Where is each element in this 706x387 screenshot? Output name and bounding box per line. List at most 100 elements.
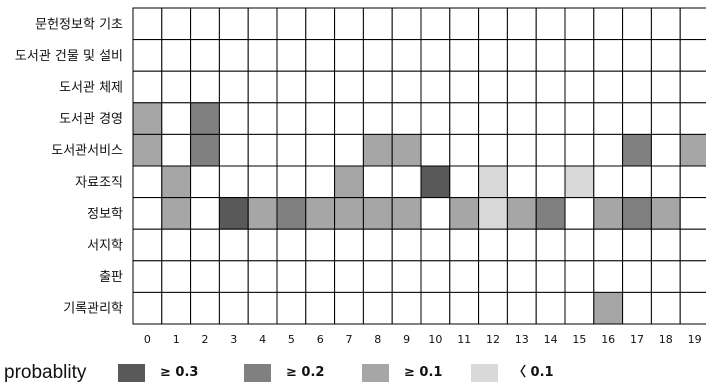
heatmap-cell [391,7,422,41]
heatmap-cell [478,260,508,293]
heatmap-cell [218,197,249,230]
heatmap-cell [478,165,508,199]
heatmap-cell [622,197,652,230]
column-label: 10 [428,333,442,345]
column-label: 16 [601,333,615,345]
heatmap-cell [622,228,652,262]
heatmap-cell [564,39,595,72]
heatmap-cell [218,291,249,325]
heatmap-cell [305,70,336,104]
column-label: 1 [173,333,180,345]
column-label: 11 [457,333,471,345]
heatmap-cell [650,228,681,262]
row-label: 정보학 [87,207,123,222]
heatmap-cell [420,70,451,104]
heatmap-cell [276,39,307,72]
heatmap-cell [593,197,624,230]
heatmap-cell [362,39,393,72]
heatmap-cell [622,70,652,104]
heatmap-cell [190,7,220,41]
heatmap-cell [190,260,220,293]
heatmap-cell [449,133,480,167]
heatmap-cell [161,133,192,167]
column-label: 4 [259,333,266,345]
heatmap-cell [132,165,163,199]
heatmap-cell [132,39,163,72]
heatmap-cell [506,7,537,41]
heatmap-cell [362,7,393,41]
heatmap-cell [564,228,595,262]
heatmap-cell [190,197,220,230]
heatmap-cell [622,291,652,325]
heatmap-cell [334,291,364,325]
heatmap-cell [478,197,508,230]
heatmap-cell [218,39,249,72]
heatmap-cell [190,228,220,262]
heatmap-cell [478,291,508,325]
heatmap-cell [334,102,364,135]
heatmap-cell [362,165,393,199]
heatmap-cell [391,260,422,293]
heatmap-cell [132,291,163,325]
legend-swatch [471,364,498,382]
heatmap-cell [535,260,566,293]
legend-label: 〈 0.1 [513,365,554,380]
heatmap-cell [132,70,163,104]
heatmap-cell [247,70,278,104]
heatmap-cell [334,39,364,72]
row-label: 도서관 체제 [59,81,123,96]
row-label: 기록관리학 [63,302,123,317]
heatmap-cell [161,197,192,230]
heatmap-cell [449,102,480,135]
row-label: 도서관 경영 [59,112,123,127]
column-label: 19 [688,333,702,345]
heatmap-cell [593,70,624,104]
legend: probablity ≥ 0.3 ≥ 0.2 ≥ 0.1 〈 0.1 [0,358,706,386]
heatmap-cell [334,133,364,167]
row-label: 도서관 건물 및 설비 [15,49,123,64]
heatmap-cell [276,133,307,167]
column-label: 17 [630,333,644,345]
legend-label: ≥ 0.3 [160,365,199,380]
heatmap-cell [420,260,451,293]
heatmap-cell [564,165,595,199]
column-label: 6 [317,333,324,345]
heatmap-cell [276,7,307,41]
heatmap-cell [391,197,422,230]
column-label: 14 [544,333,558,345]
heatmap-cell [218,70,249,104]
heatmap-cell [247,228,278,262]
heatmap-cell [564,7,595,41]
heatmap-cell [276,260,307,293]
heatmap-cell [679,228,706,262]
heatmap-cell [679,165,706,199]
heatmap-cell [420,228,451,262]
heatmap-cell [391,102,422,135]
heatmap-cell [593,133,624,167]
row-label: 서지학 [87,239,123,254]
heatmap-cell [449,228,480,262]
column-label: 18 [659,333,673,345]
heatmap-cell [247,291,278,325]
heatmap-cell [362,197,393,230]
heatmap-cell [420,102,451,135]
heatmap-cell [218,7,249,41]
heatmap-cell [190,291,220,325]
heatmap-cell [622,102,652,135]
heatmap-cell [218,228,249,262]
heatmap-cell [161,39,192,72]
heatmap-cell [391,133,422,167]
heatmap-cell [161,165,192,199]
heatmap-cell [334,165,364,199]
row-label: 출판 [99,270,123,285]
heatmap-cell [218,102,249,135]
heatmap-cell [535,39,566,72]
column-label: 12 [486,333,500,345]
heatmap-cell [247,260,278,293]
heatmap-cell [247,39,278,72]
legend-label: ≥ 0.1 [404,365,443,380]
heatmap-cell [420,291,451,325]
heatmap-cell [478,102,508,135]
heatmap-cell [650,260,681,293]
